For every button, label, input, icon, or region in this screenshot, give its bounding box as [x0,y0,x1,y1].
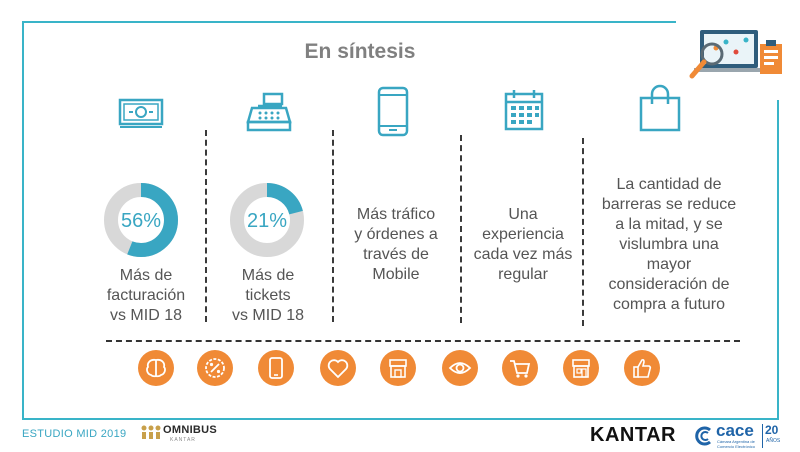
page-title: En síntesis [304,40,416,63]
text-line: compra a futuro [612,296,726,313]
study-label: ESTUDIO MID 2019 [22,428,127,440]
text-line: Más tráfico [356,206,436,223]
anos-label: AÑOS [766,438,781,444]
calendar-icon [504,90,544,131]
column-text-facturacion: Más de facturación vs MID 18 [86,266,206,326]
cart-icon [502,350,538,386]
text-line: consideración de [608,276,730,293]
omnibus-logo-icon [141,425,161,439]
donut-fill [230,183,304,257]
brain-icon [138,350,174,386]
mobile-phone-icon [377,86,409,137]
text-line: través de [363,246,429,263]
heart-icon [320,350,356,386]
text-line: vs MID 18 [231,307,304,324]
omnibus-sub: KANTAR [170,437,196,443]
column-text-tickets: Más de tickets vs MID 18 [208,266,328,326]
store-icon [380,350,416,386]
percent-label: 56% [121,210,161,232]
text-line: experiencia [482,226,564,243]
anos-number: 20 [765,423,779,437]
text-line: tickets [245,287,291,304]
donut-chart-facturacion: 56% [104,183,178,257]
anos-divider [762,424,763,448]
column-text-experiencia: Una experiencia cada vez más regular [463,205,583,285]
text-line: La cantidad de [616,176,722,193]
frame-top-border [22,21,676,23]
omnibus-logo: OMNIBUS [163,424,218,436]
text-line: Más de [119,267,173,284]
horizontal-divider [106,340,740,342]
cace-logo: cace [716,421,754,440]
discount-icon [197,350,233,386]
text-line: Más de [241,267,295,284]
frame-right-border [777,100,779,419]
column-divider [332,130,334,322]
text-line: vs MID 18 [109,307,182,324]
analytics-illustration-icon [689,30,782,79]
column-text-mobile: Más tráfico y órdenes a través de Mobile [336,205,456,285]
eye-icon [442,350,478,386]
column-divider [460,135,462,323]
money-bill-icon [118,98,164,128]
donut-fill [104,183,178,257]
frame-bottom-border [22,418,779,420]
column-divider [582,138,584,326]
kantar-logo: KANTAR [590,424,676,446]
text-line: regular [498,266,548,283]
text-line: barreras se reduce [601,196,737,213]
shopping-bag-icon [639,84,681,132]
donut-chart-tickets: 21% [230,183,304,257]
text-line: vislumbra una [619,236,719,253]
cace-logo-icon [695,426,711,446]
text-line: a la mitad, y se [615,216,723,233]
text-line: cada vez más [473,246,573,263]
text-line: facturación [106,287,186,304]
column-text-barreras: La cantidad de barreras se reduce a la m… [594,175,744,315]
cace-sub: Cámara Argentina de Comercio Electrónico [717,439,756,449]
thumbs-up-icon [624,350,660,386]
text-line: mayor [646,256,692,273]
text-line: Una [508,206,538,223]
text-line: y órdenes a [354,226,438,243]
mobile-icon [258,350,294,386]
text-line: Mobile [372,266,420,283]
percent-label: 21% [247,210,287,232]
cash-register-icon [246,92,292,132]
column-divider [205,130,207,322]
frame-left-border [22,21,24,419]
shop-icon [563,350,599,386]
